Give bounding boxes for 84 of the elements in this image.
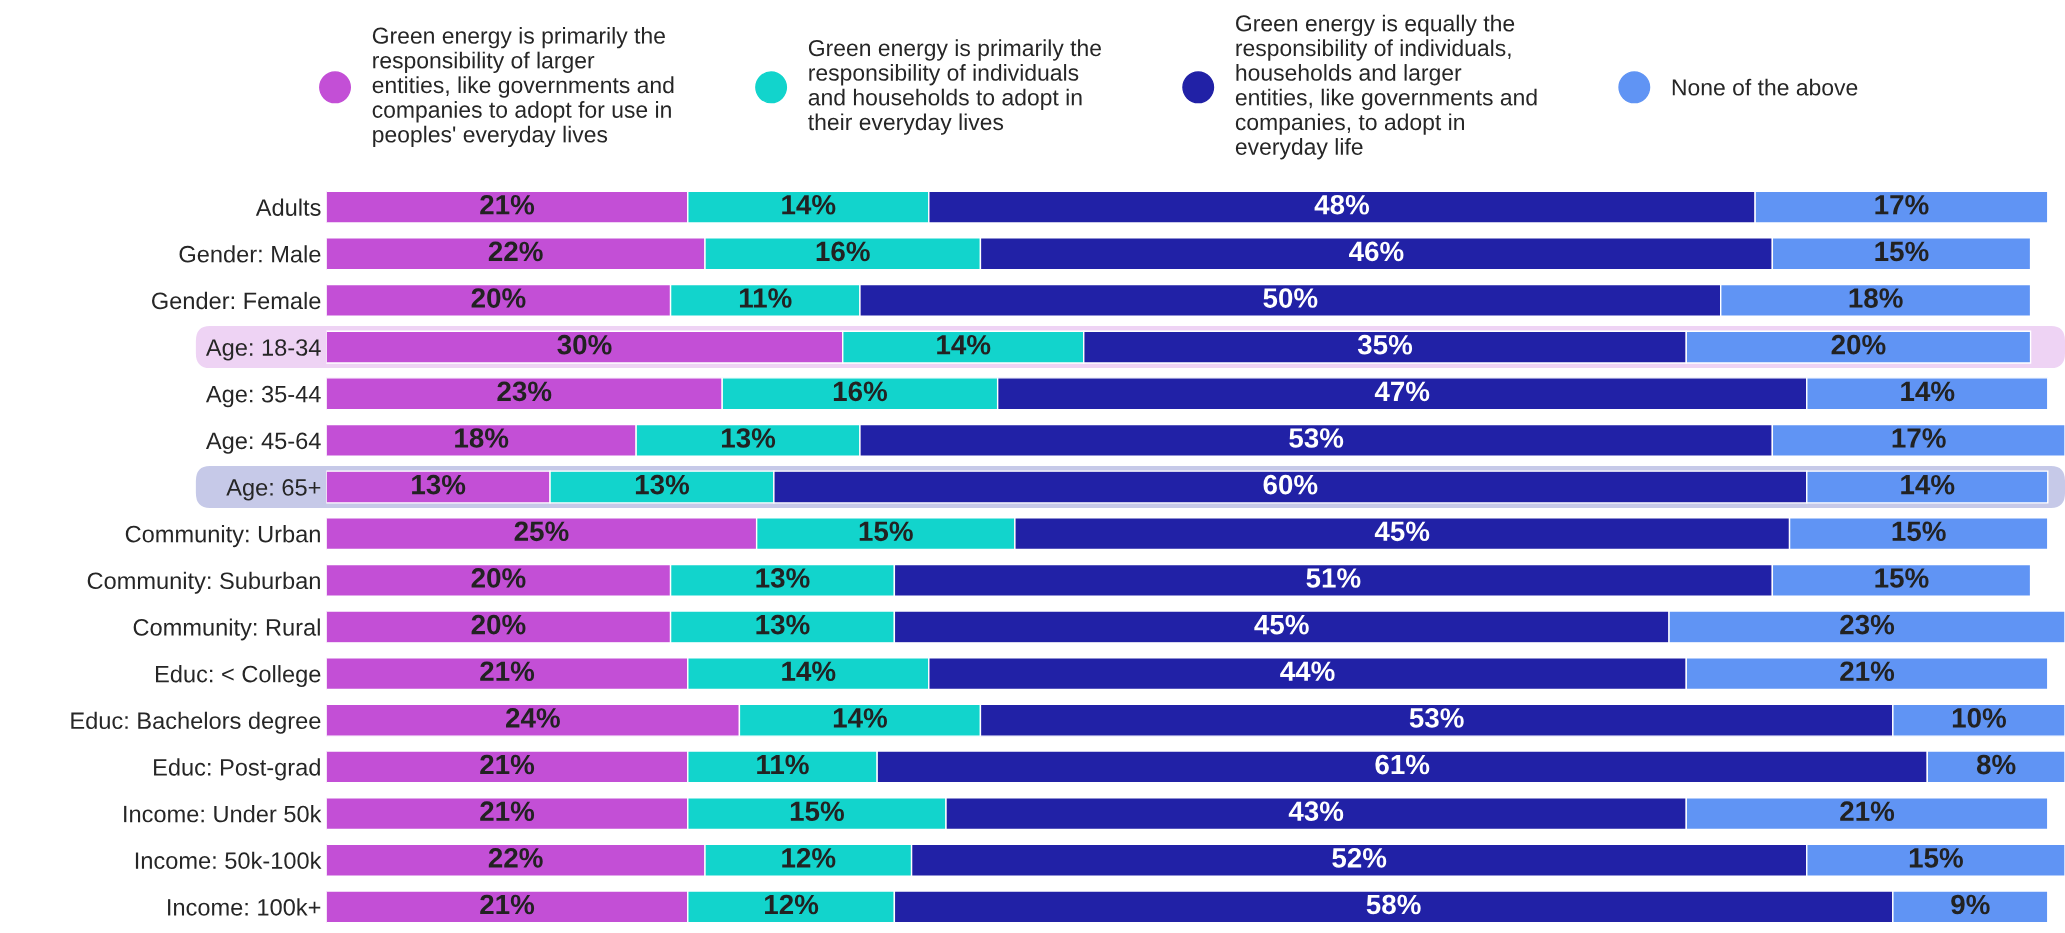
y-tick-label: Community: Rural [133, 618, 320, 641]
data-label: 53% [1289, 428, 1344, 448]
data-label: 14% [833, 708, 888, 728]
y-tick-label: Income: 100k+ [168, 898, 321, 916]
data-label: 18% [1849, 288, 1903, 308]
data-label: 12% [765, 894, 819, 915]
legend-label: Green energy is equally the responsibility of individuals, households and larger entities, like governments and companies, to adopt in everyday life [1235, 14, 1537, 160]
data-label: 50% [1263, 288, 1318, 308]
data-label: 10% [1952, 708, 2006, 728]
data-label: 43% [1288, 801, 1344, 822]
data-label: 15% [1909, 848, 1963, 868]
data-label: 21% [480, 661, 535, 682]
data-label: 15% [1892, 521, 1946, 542]
y-tick-label: Educ: < College [156, 665, 321, 688]
data-label: 14% [937, 334, 991, 355]
y-tick-label: Age: 18-34 [205, 339, 321, 361]
data-label: 13% [635, 474, 690, 495]
legend-label: Green energy is primarily the responsibility of larger entities, like governments and companies to adopt for use in peoples' everyday lives [372, 27, 674, 148]
data-label: 30% [557, 334, 612, 355]
data-label: 48% [1314, 194, 1370, 215]
data-label: 20% [471, 288, 526, 308]
data-label: 11% [739, 288, 792, 308]
data-label: 15% [859, 521, 913, 542]
data-label: 14% [782, 194, 836, 215]
data-label: 44% [1280, 661, 1335, 682]
y-tick-label: Age: 45-64 [205, 432, 321, 454]
y-tick-label: Age: 65+ [226, 479, 321, 501]
data-label: 13% [721, 428, 776, 448]
data-label: 45% [1254, 614, 1309, 635]
data-label: 52% [1332, 848, 1387, 868]
data-label: 16% [833, 381, 888, 402]
y-tick-label: Educ: Post-grad [154, 758, 320, 781]
data-label: 13% [756, 614, 810, 635]
y-tick-label: Educ: Bachelors degree [71, 711, 321, 734]
data-label: 16% [816, 241, 870, 262]
y-tick-label: Adults [255, 198, 321, 216]
data-label: 47% [1374, 381, 1430, 402]
y-tick-label: Income: Under 50k [124, 805, 322, 823]
data-label: 14% [782, 661, 836, 682]
data-label: 15% [1875, 568, 1929, 588]
data-label: 24% [506, 708, 560, 728]
data-label: 22% [488, 241, 543, 262]
data-label: 21% [480, 754, 535, 775]
data-label: 15% [790, 801, 844, 822]
data-label: 21% [480, 194, 535, 215]
data-label: 53% [1409, 708, 1464, 728]
data-label: 9% [1951, 894, 1990, 915]
y-tick-label: Age: 35-44 [205, 385, 321, 408]
legend-label: None of the above [1672, 78, 1858, 96]
data-label: 8% [1976, 754, 2016, 775]
data-label: 20% [1831, 334, 1886, 355]
y-tick-label: Income: 50k-100k [135, 851, 322, 870]
data-label: 21% [480, 894, 535, 915]
y-tick-label: Gender: Female [152, 291, 321, 310]
data-label: 18% [455, 428, 509, 448]
data-label: 13% [756, 568, 810, 588]
data-label: 61% [1375, 754, 1430, 775]
data-label: 21% [1840, 801, 1895, 821]
y-tick-label: Community: Suburban [87, 571, 320, 594]
y-tick-label: Community: Urban [125, 525, 320, 548]
data-label: 23% [1840, 614, 1895, 635]
data-label: 21% [1840, 661, 1895, 682]
data-label: 58% [1366, 894, 1421, 915]
data-label: 13% [412, 474, 466, 495]
data-label: 12% [782, 848, 836, 868]
legend-label: Green energy is primarily the responsibility of individuals and households to adopt in their everyday lives [808, 39, 1101, 135]
data-label: 14% [1901, 381, 1955, 402]
data-label: 11% [757, 754, 809, 775]
data-label: 60% [1263, 474, 1318, 495]
data-label: 22% [488, 848, 543, 868]
data-label: 21% [480, 801, 535, 821]
data-label: 14% [1901, 474, 1955, 495]
data-label: 46% [1349, 241, 1404, 262]
data-label: 23% [497, 381, 552, 402]
y-tick-label: Gender: Male [179, 245, 321, 263]
data-label: 51% [1306, 568, 1361, 588]
data-label: 20% [471, 614, 526, 635]
data-label: 15% [1875, 241, 1929, 262]
data-label: 17% [1875, 194, 1929, 215]
data-label: 35% [1357, 334, 1413, 355]
data-label: 45% [1374, 521, 1430, 542]
data-label: 20% [471, 568, 526, 588]
data-label: 17% [1892, 428, 1946, 448]
data-label: 25% [514, 521, 569, 542]
